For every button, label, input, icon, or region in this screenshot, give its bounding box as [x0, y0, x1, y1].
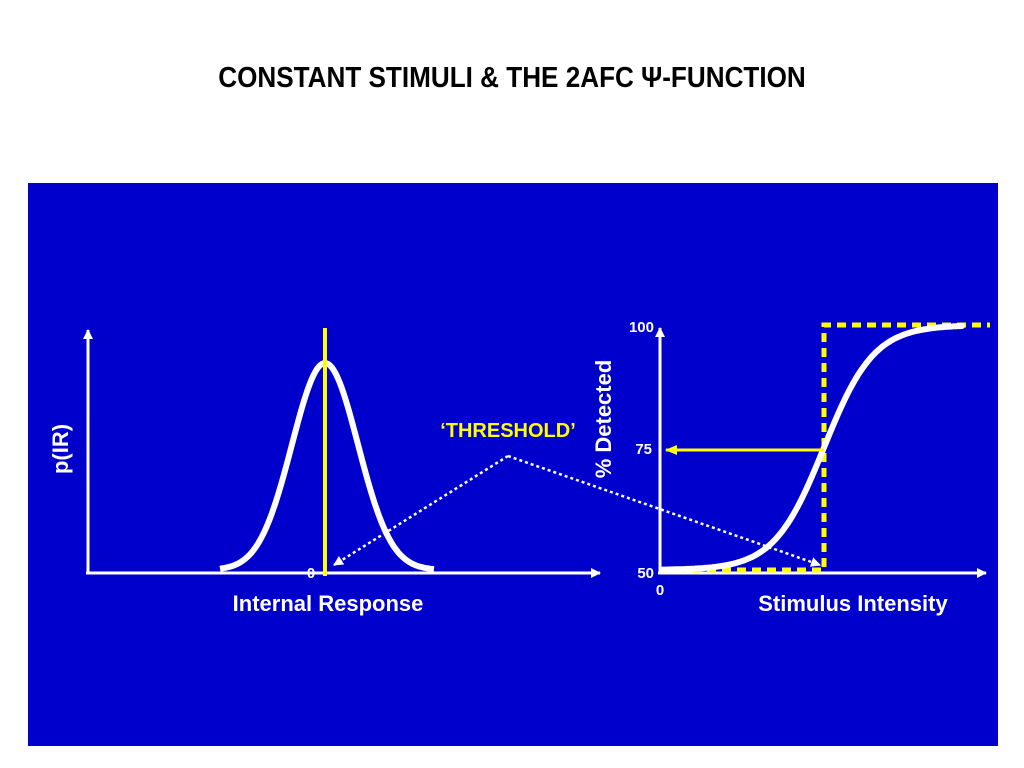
right-y-axis-label: % Detected: [591, 359, 616, 479]
right-x-axis-label: Stimulus Intensity: [758, 591, 948, 616]
threshold-label: ‘THRESHOLD’: [440, 420, 576, 442]
left-zero-label: 0: [306, 565, 316, 582]
x-tick-0: 0: [655, 582, 665, 599]
slide-title: CONSTANT STIMULI & THE 2AFC Ψ-FUNCTION: [218, 62, 806, 94]
y-tick-50: 50: [637, 565, 654, 582]
diagram-panel: p(IR) 0 Internal Response ‘THRESHOLD’ 10…: [28, 183, 998, 746]
psychometric-curve: [659, 323, 965, 573]
y-tick-100: 100: [628, 319, 654, 336]
diagram-graphic: [83, 322, 990, 578]
left-x-axis-label: Internal Response: [232, 591, 424, 616]
left-y-axis-label: p(IR): [48, 423, 73, 475]
threshold-pointer-left: [333, 454, 509, 567]
y-tick-75: 75: [635, 441, 652, 458]
threshold-pointer-right: [507, 454, 821, 567]
ideal-step-function: [662, 322, 990, 573]
